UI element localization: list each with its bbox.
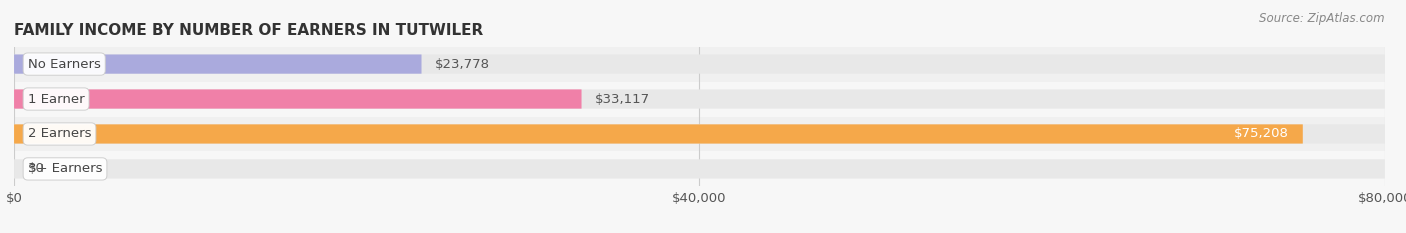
FancyBboxPatch shape: [14, 89, 582, 109]
Text: $23,778: $23,778: [436, 58, 491, 71]
Text: Source: ZipAtlas.com: Source: ZipAtlas.com: [1260, 12, 1385, 25]
Bar: [14, 47, 1385, 82]
FancyBboxPatch shape: [14, 89, 1385, 109]
FancyBboxPatch shape: [14, 55, 422, 74]
FancyBboxPatch shape: [14, 55, 1385, 74]
Bar: [14, 82, 1385, 116]
FancyBboxPatch shape: [14, 124, 1303, 144]
FancyBboxPatch shape: [14, 124, 1385, 144]
Text: $75,208: $75,208: [1234, 127, 1289, 140]
Bar: [14, 116, 1385, 151]
FancyBboxPatch shape: [14, 159, 1385, 178]
Text: $0: $0: [28, 162, 45, 175]
Bar: [14, 151, 1385, 186]
Text: No Earners: No Earners: [28, 58, 101, 71]
Text: 3+ Earners: 3+ Earners: [28, 162, 103, 175]
Text: 1 Earner: 1 Earner: [28, 93, 84, 106]
Text: 2 Earners: 2 Earners: [28, 127, 91, 140]
Text: $33,117: $33,117: [595, 93, 651, 106]
Text: FAMILY INCOME BY NUMBER OF EARNERS IN TUTWILER: FAMILY INCOME BY NUMBER OF EARNERS IN TU…: [14, 24, 484, 38]
